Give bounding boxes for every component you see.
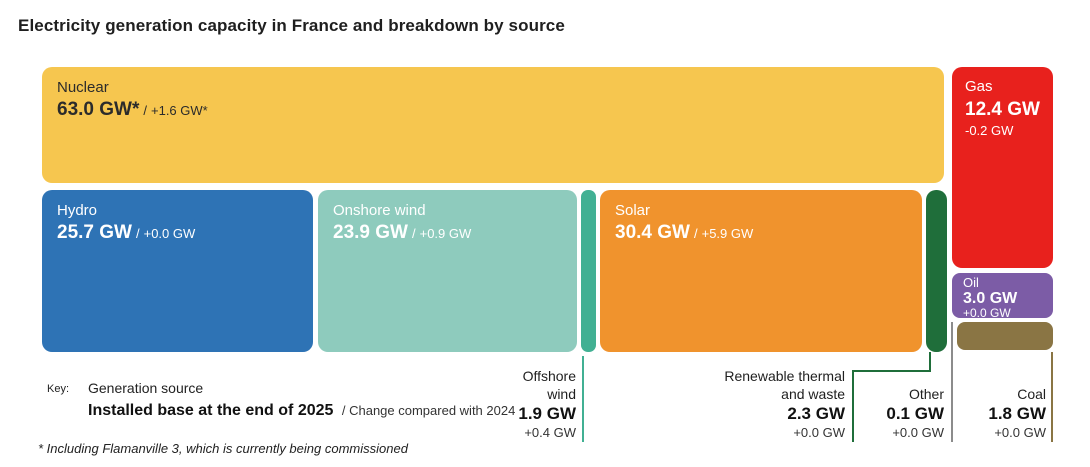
- nuclear-change: +1.6 GW*: [151, 102, 208, 118]
- nuclear-block: Nuclear 63.0 GW* / +1.6 GW*: [42, 67, 944, 183]
- offshore-wind-callout-value: 1.9 GW: [518, 404, 576, 424]
- other-callout-value: 0.1 GW: [886, 404, 944, 424]
- coal-callout: Coal 1.8 GW +0.0 GW: [988, 385, 1046, 442]
- renewable-thermal-leader-line: [929, 352, 931, 372]
- onshore-wind-change: +0.9 GW: [419, 225, 472, 241]
- renewable-thermal-callout: Renewable thermal and waste 2.3 GW +0.0 …: [724, 367, 845, 442]
- separator: /: [411, 225, 416, 241]
- other-callout: Other 0.1 GW +0.0 GW: [886, 385, 944, 442]
- oil-value: 3.0 GW: [963, 290, 1018, 308]
- hydro-label: Hydro: [57, 202, 98, 219]
- coal-callout-change: +0.0 GW: [994, 425, 1046, 441]
- renewable-thermal-leader-line: [852, 370, 931, 372]
- onshore-wind-value: 23.9 GW: [333, 221, 408, 243]
- offshore-wind-callout: Offshore wind 1.9 GW +0.4 GW: [518, 367, 576, 442]
- separator: /: [693, 225, 698, 241]
- coal-block: [957, 322, 1053, 350]
- renewable-thermal-callout-name: Renewable thermal: [724, 367, 845, 384]
- separator: /: [143, 102, 147, 118]
- legend-installed-base: Installed base at the end of 2025: [88, 402, 334, 419]
- other-leader-line: [951, 322, 953, 442]
- legend: Key: Generation source Installed base at…: [47, 380, 515, 420]
- legend-change-note: / Change compared with 2024: [341, 403, 516, 418]
- nuclear-label: Nuclear: [57, 79, 109, 96]
- offshore-wind-callout-name: wind: [547, 385, 576, 402]
- renewable-thermal-strip: [926, 190, 947, 352]
- hydro-change: +0.0 GW: [143, 225, 196, 241]
- renewable-thermal-callout-value: 2.3 GW: [787, 404, 845, 424]
- other-callout-name: Other: [908, 385, 944, 402]
- oil-label: Oil: [963, 275, 979, 290]
- nuclear-value: 63.0 GW*: [57, 98, 140, 120]
- solar-change: +5.9 GW: [701, 225, 754, 241]
- renewable-thermal-callout-name: and waste: [781, 385, 845, 402]
- hydro-value: 25.7 GW: [57, 221, 132, 243]
- footnote: * Including Flamanville 3, which is curr…: [38, 441, 408, 456]
- renewable-thermal-leader-line: [852, 370, 854, 442]
- oil-change: +0.0 GW: [963, 306, 1011, 321]
- legend-key-label: Key:: [47, 383, 70, 395]
- coal-callout-name: Coal: [1017, 385, 1046, 402]
- page-title: Electricity generation capacity in Franc…: [18, 16, 565, 35]
- solar-block: Solar 30.4 GW / +5.9 GW: [600, 190, 922, 352]
- coal-leader-line: [1051, 352, 1053, 442]
- oil-block: Oil 3.0 GW +0.0 GW: [952, 273, 1053, 321]
- coal-callout-value: 1.8 GW: [988, 404, 1046, 424]
- renewable-thermal-callout-change: +0.0 GW: [793, 425, 845, 441]
- offshore-wind-callout-change: +0.4 GW: [524, 425, 576, 441]
- separator: /: [135, 225, 140, 241]
- offshore-wind-leader-line: [582, 356, 584, 442]
- gas-block: Gas 12.4 GW -0.2 GW: [952, 67, 1053, 268]
- onshore-wind-label: Onshore wind: [333, 202, 426, 219]
- hydro-block: Hydro 25.7 GW / +0.0 GW: [42, 190, 313, 352]
- gas-label: Gas: [965, 78, 993, 95]
- onshore-wind-block: Onshore wind 23.9 GW / +0.9 GW: [318, 190, 577, 352]
- solar-label: Solar: [615, 202, 651, 219]
- gas-change: -0.2 GW: [965, 123, 1014, 139]
- offshore-wind-callout-name: Offshore: [522, 367, 576, 384]
- other-callout-change: +0.0 GW: [892, 425, 944, 441]
- solar-value: 30.4 GW: [615, 221, 690, 243]
- gas-value: 12.4 GW: [965, 98, 1040, 120]
- offshore-wind-strip: [581, 190, 596, 352]
- legend-generation-source: Generation source: [88, 380, 204, 396]
